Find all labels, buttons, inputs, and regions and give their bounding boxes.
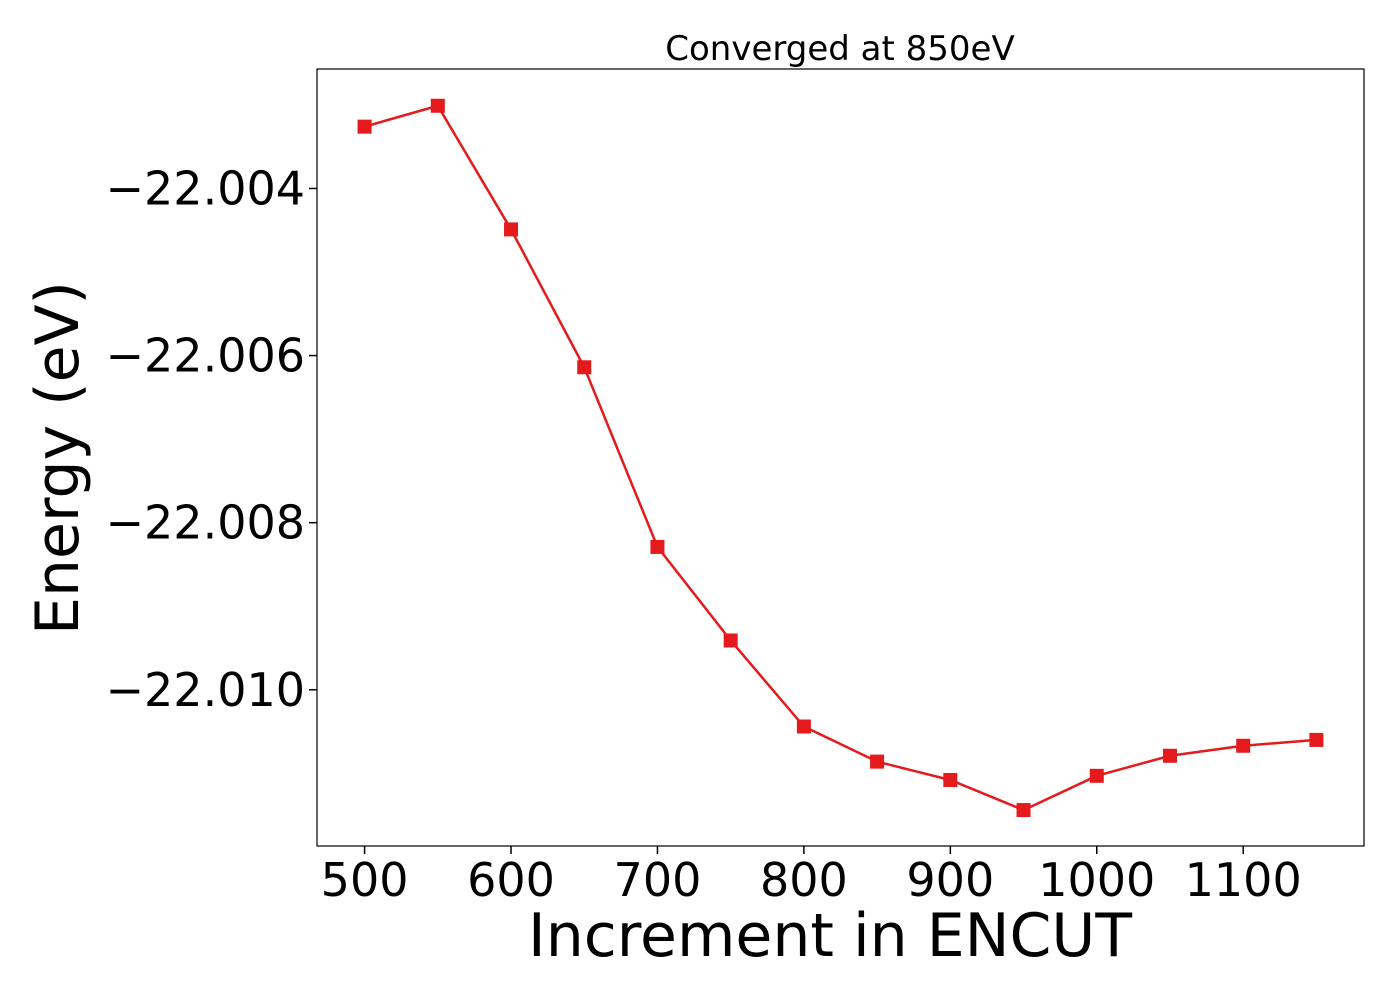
x-tick-label: 700 (614, 853, 702, 907)
plot-area (316, 68, 1365, 847)
y-tick-label: −22.006 (106, 329, 306, 383)
chart-title: Converged at 850eV (665, 29, 1014, 69)
series-line (364, 104, 1317, 812)
data-point (1236, 738, 1251, 753)
data-point (943, 772, 958, 787)
x-tick-label: 1000 (1038, 853, 1155, 907)
x-axis: 500 600 700 800 900 1000 1100 (321, 846, 1302, 907)
data-point (870, 754, 885, 769)
x-axis-label: Increment in ENCUT (528, 901, 1132, 971)
x-tick-label: 600 (467, 853, 555, 907)
data-point (1162, 748, 1177, 763)
data-point (504, 222, 519, 237)
data-point (796, 719, 811, 734)
data-point (430, 98, 445, 113)
y-tick-label: −22.008 (106, 496, 306, 550)
x-tick-label: 900 (906, 853, 994, 907)
data-point (650, 539, 665, 554)
y-axis: −22.004 −22.006 −22.008 −22.010 (106, 161, 317, 717)
x-tick-label: 800 (760, 853, 848, 907)
y-tick-label: −22.010 (106, 663, 306, 717)
y-tick-label: −22.004 (106, 161, 306, 215)
data-point (577, 360, 592, 375)
series-markers (357, 98, 1324, 818)
y-axis-label: Energy (eV) (23, 281, 93, 635)
data-point (1016, 803, 1031, 818)
data-point (1309, 732, 1324, 747)
data-point (723, 633, 738, 648)
x-tick-label: 1100 (1185, 853, 1302, 907)
x-tick-label: 500 (321, 853, 409, 907)
data-point (1089, 768, 1104, 783)
data-point (357, 119, 372, 134)
